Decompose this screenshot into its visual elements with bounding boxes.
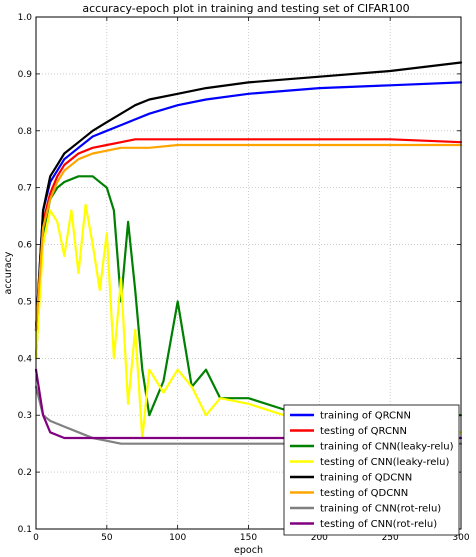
x-tick-label: 0 [33,533,39,543]
legend-entry: training of QRCNN [320,411,411,422]
legend-entry: testing of CNN(rot-relu) [320,519,437,530]
series-line-5 [34,143,463,331]
x-tick-label: 300 [452,533,469,543]
y-tick-label: 0.2 [18,468,32,478]
legend-entry: training of CNN(rot-relu) [320,504,441,515]
y-tick-label: 0.8 [18,127,33,137]
y-tick-label: 0.9 [18,70,33,80]
x-tick-label: 150 [240,533,257,543]
y-tick-label: 0.7 [18,184,32,194]
legend-entry: testing of QDCNN [320,488,408,499]
legend-entry: testing of QRCNN [320,426,407,437]
legend: training of QRCNN testing of QRCNN trainin… [283,404,460,536]
y-axis-label: accuracy [3,251,14,294]
legend-box [283,404,460,536]
y-tick-label: 0.1 [18,525,32,535]
series-line-1 [34,138,463,331]
y-tick-label: 0.3 [18,411,32,421]
y-tick-label: 0.4 [18,354,33,364]
series-line-2 [34,175,463,417]
legend-entry: training of CNN(leaky-relu) [320,442,454,453]
x-tick-label: 100 [169,533,186,543]
y-axis: 0.1 0.2 0.3 0.4 0.5 0.6 0.7 0.8 0.9 1.0 [18,13,461,535]
x-tick-label: 200 [311,533,328,543]
series-line-4 [34,61,463,331]
x-tick-label: 50 [101,533,113,543]
y-tick-label: 1.0 [18,13,33,23]
x-tick-label: 250 [382,533,399,543]
x-axis-label: epoch [234,545,263,556]
series-layer [34,61,463,445]
chart-title: accuracy-epoch plot in training and test… [82,2,409,15]
legend-entry: training of QDCNN [320,473,412,484]
legend-entry: testing of CNN(leaky-relu) [320,457,450,468]
series-line-0 [34,81,463,331]
y-tick-label: 0.6 [18,241,33,251]
x-axis: 0 50 100 150 200 250 300 [33,17,470,543]
series-line-3 [34,203,463,440]
y-tick-label: 0.5 [18,297,32,307]
